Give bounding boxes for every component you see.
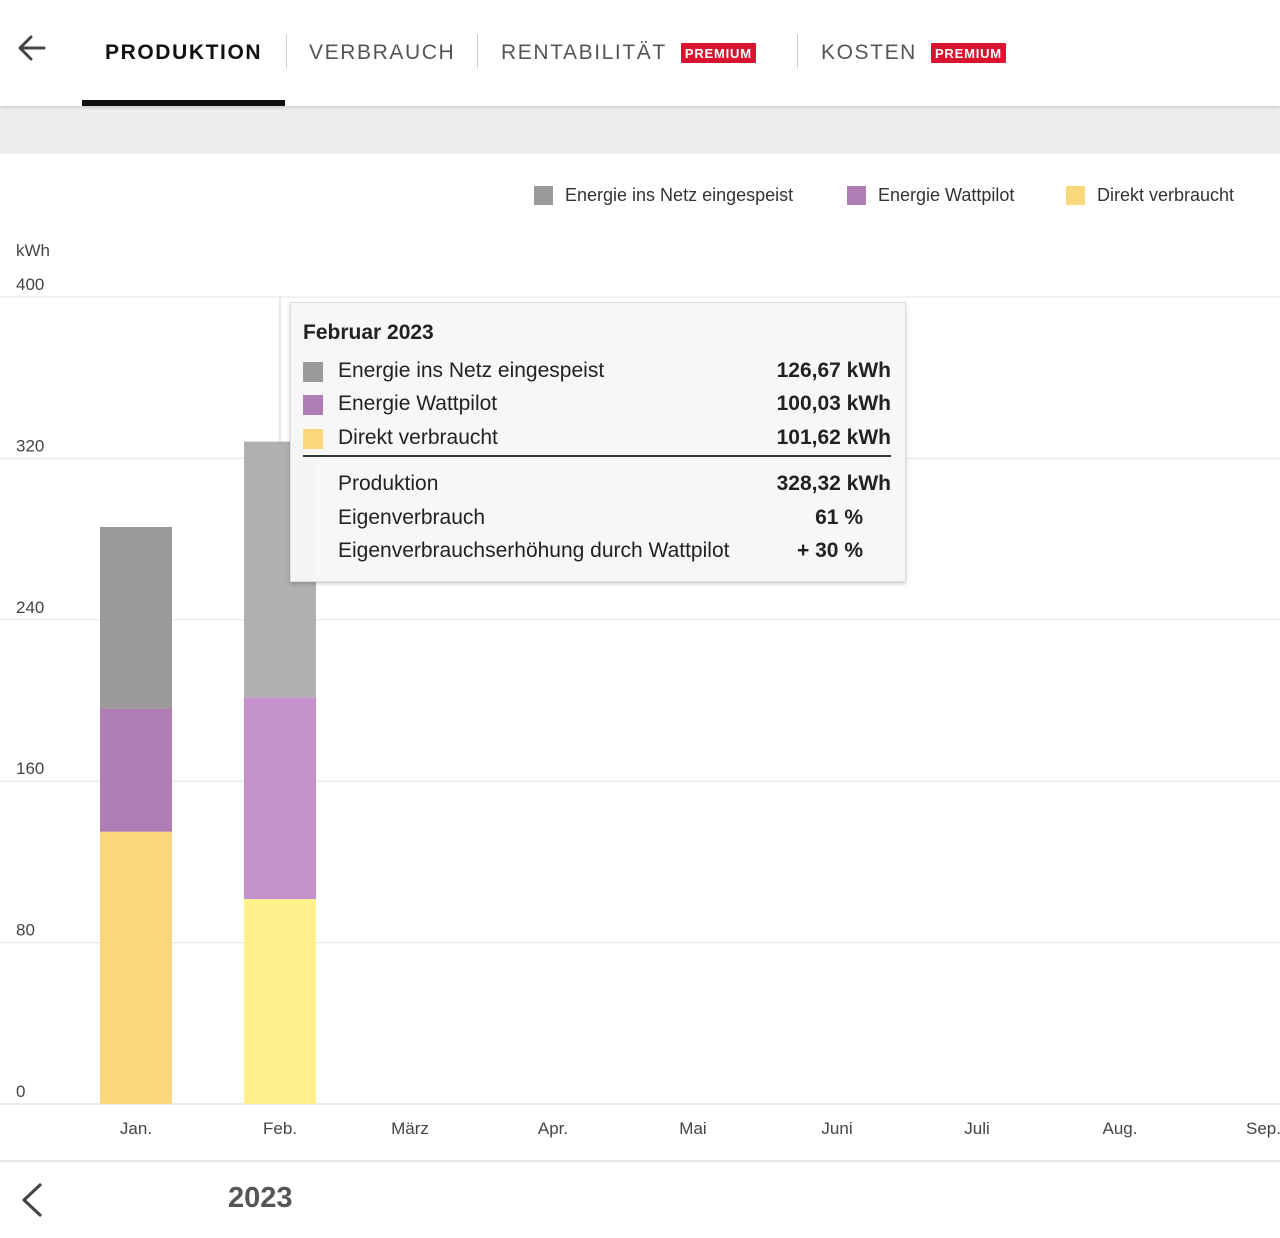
legend-label: Energie Wattpilot [878,184,1015,205]
tooltip-value: 101,62 kWh [776,426,891,449]
footer-divider [0,1160,1280,1162]
tooltip-label: Eigenverbrauchserhöhung durch Wattpilot [338,539,730,562]
y-tick-label: 400 [16,275,44,294]
tooltip-row-produktion: Produktion 328,32 kWh [303,472,891,498]
y-tick-label: 80 [16,921,35,940]
tooltip-row-direct: Direkt verbraucht 101,62 kWh [303,426,891,452]
tab-label: RENTABILITÄT [501,41,667,64]
y-tick-label: 160 [16,759,44,778]
premium-badge: PREMIUM [930,43,1006,63]
bar-segment-direct [244,898,316,1104]
tab-divider [477,34,478,68]
bar-segment-direct [100,831,172,1104]
x-tick-label: Juni [821,1119,852,1138]
toolbar-band [0,106,1280,154]
bar-segment-grid-feed [100,526,172,709]
x-tick-label: Sep. [1246,1119,1280,1138]
x-tick-label: Aug. [1103,1119,1138,1138]
tooltip-label: Direkt verbraucht [338,426,498,449]
legend-swatch [1066,185,1085,205]
tooltip-row-wattpilot: Energie Wattpilot 100,03 kWh [303,392,891,418]
y-axis-unit: kWh [16,241,50,260]
y-tick-label: 0 [16,1082,25,1101]
x-tick-label: Juli [964,1119,990,1138]
tooltip-label: Energie ins Netz eingespeist [338,359,605,382]
year-label: 2023 [228,1182,293,1214]
tooltip-value: 61 % [815,506,863,529]
arrow-left-icon [18,35,46,61]
x-tick-label: Feb. [263,1119,297,1138]
x-tick-label: Jan. [120,1119,152,1138]
tab-bar: PRODUKTION VERBRAUCH RENTABILITÄT PREMIU… [0,0,1280,106]
premium-badge: PREMIUM [680,43,756,63]
tooltip-label: Energie Wattpilot [338,392,498,415]
x-tick-label: März [391,1119,429,1138]
bar-segment-wattpilot [244,697,316,899]
tab-label: VERBRAUCH [309,41,456,64]
x-tick-label: Apr. [538,1119,568,1138]
legend-item-direct[interactable]: Direkt verbraucht [1066,184,1234,206]
tooltip-divider [303,455,891,457]
tooltip-label: Produktion [338,472,439,495]
tab-label: KOSTEN [821,41,917,64]
x-tick-label: Mai [679,1119,706,1138]
y-tick-label: 240 [16,598,44,617]
tooltip-value: 100,03 kWh [776,392,891,415]
tab-divider [286,34,287,68]
tab-produktion[interactable]: PRODUKTION [105,0,262,106]
tooltip-row-grid-feed: Energie ins Netz eingespeist 126,67 kWh [303,359,891,385]
previous-year-button[interactable] [14,1180,50,1220]
legend-swatch [847,185,866,205]
legend-label: Energie ins Netz eingespeist [565,184,794,205]
tab-rentabilitaet[interactable]: RENTABILITÄT PREMIUM [501,0,756,106]
tab-label: PRODUKTION [105,41,263,64]
tooltip-value: + 30 % [797,539,863,562]
tooltip-label: Eigenverbrauch [338,506,486,529]
tooltip-row-wattpilot-increase: Eigenverbrauchserhöhung durch Wattpilot … [303,539,891,565]
tooltip-title: Februar 2023 [303,321,434,344]
chevron-left-icon [22,1183,42,1217]
chart-tooltip: Februar 2023 Energie ins Netz eingespeis… [290,302,906,582]
y-tick-label: 320 [16,436,44,455]
tab-divider [797,34,798,68]
tooltip-row-eigenverbrauch: Eigenverbrauch 61 % [303,506,891,532]
legend-item-wattpilot[interactable]: Energie Wattpilot [847,184,1014,206]
legend-item-grid-feed[interactable]: Energie ins Netz eingespeist [534,184,793,206]
tab-kosten[interactable]: KOSTEN PREMIUM [821,0,1006,106]
tooltip-swatch [303,429,323,449]
tooltip-swatch [303,395,323,415]
tooltip-swatch [303,362,323,382]
legend-label: Direkt verbraucht [1097,184,1235,205]
legend-swatch [534,185,553,205]
tab-verbrauch[interactable]: VERBRAUCH [309,0,455,106]
tooltip-value: 126,67 kWh [776,359,891,382]
active-tab-indicator [82,100,285,106]
back-button[interactable] [14,30,50,66]
tooltip-value: 328,32 kWh [776,472,891,495]
bar-segment-wattpilot [100,708,172,832]
production-chart: 0 80 160 240 320 400 Jan. Feb. März Apr. Mai Juni Ju… [0,275,1280,1138]
